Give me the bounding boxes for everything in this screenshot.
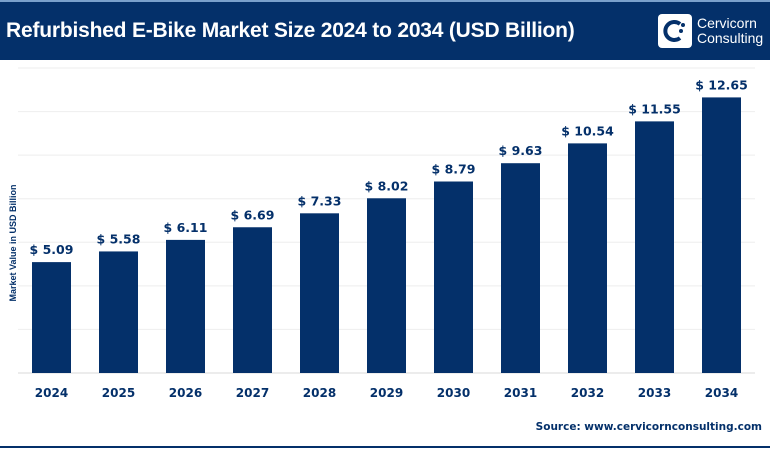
x-tick-label-2032: 2032	[571, 386, 604, 400]
x-tick-label-2024: 2024	[35, 386, 68, 400]
bar-2027	[233, 227, 272, 373]
bar-2028	[300, 213, 339, 373]
logo-line1: Cervicorn	[697, 15, 757, 31]
data-label-2025: $ 5.58	[97, 231, 141, 246]
data-label-2029: $ 8.02	[365, 178, 409, 193]
x-tick-label-2034: 2034	[705, 386, 738, 400]
data-label-2031: $ 9.63	[499, 143, 543, 158]
data-label-2032: $ 10.54	[561, 123, 614, 138]
bar-2034	[702, 97, 741, 374]
x-tick-label-2029: 2029	[370, 386, 403, 400]
source-text: Source: www.cervicornconsulting.com	[535, 421, 762, 433]
data-label-2034: $ 12.65	[695, 77, 748, 92]
data-label-2027: $ 6.69	[231, 207, 275, 222]
data-label-2026: $ 6.11	[164, 220, 208, 235]
logo-icon	[658, 14, 692, 48]
x-tick-label-2026: 2026	[169, 386, 202, 400]
bar-2026	[166, 239, 205, 373]
bar-2031	[501, 163, 540, 373]
bottom-divider	[0, 446, 770, 448]
bar-2024	[32, 262, 71, 373]
x-tick-label-2028: 2028	[303, 386, 336, 400]
data-label-2030: $ 8.79	[432, 162, 476, 177]
data-label-2028: $ 7.33	[298, 193, 342, 208]
data-label-2033: $ 11.55	[628, 101, 681, 116]
bar-2025	[99, 251, 138, 373]
x-tick-label-2033: 2033	[638, 386, 671, 400]
x-tick-label-2027: 2027	[236, 386, 269, 400]
x-tick-label-2030: 2030	[437, 386, 470, 400]
chart-title: Refurbished E-Bike Market Size 2024 to 2…	[6, 19, 575, 42]
x-tick-label-2025: 2025	[102, 386, 135, 400]
logo-line2: Consulting	[697, 30, 764, 46]
bar-2029	[367, 198, 406, 373]
x-tick-label-2031: 2031	[504, 386, 537, 400]
bar-2033	[635, 121, 674, 373]
bar-2030	[434, 181, 473, 373]
company-logo: Cervicorn Consulting	[658, 14, 763, 48]
header-banner: Refurbished E-Bike Market Size 2024 to 2…	[0, 0, 770, 60]
data-label-2024: $ 5.09	[30, 242, 74, 257]
bar-2032	[568, 143, 607, 373]
